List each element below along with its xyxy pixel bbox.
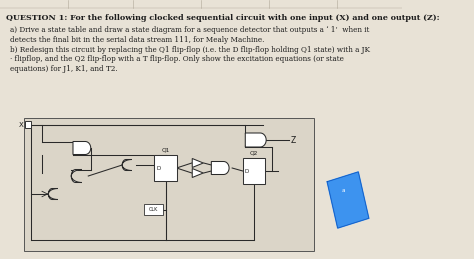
Text: Q1: Q1 [161,147,170,152]
Text: b) Redesign this circuit by replacing the Q1 flip-flop (i.e. the D flip-flop hol: b) Redesign this circuit by replacing th… [10,46,370,54]
Text: QUESTION 1: For the following clocked sequential circuit with one input (X) and : QUESTION 1: For the following clocked se… [6,14,439,22]
Text: D: D [245,169,249,174]
Text: a: a [342,188,346,192]
Polygon shape [71,169,82,183]
Polygon shape [122,160,132,170]
Text: · flipflop, and the Q2 flip-flop with a T flip-flop. Only show the excitation eq: · flipflop, and the Q2 flip-flop with a … [10,55,344,63]
Bar [144,204,163,215]
Polygon shape [327,172,369,228]
Bar [25,121,30,128]
Text: a) Drive a state table and draw a state diagram for a sequence detector that out: a) Drive a state table and draw a state … [10,26,370,34]
Text: D: D [156,166,161,170]
Polygon shape [211,162,229,175]
Text: CLK: CLK [149,207,158,212]
Polygon shape [192,159,203,168]
Polygon shape [48,189,58,199]
Text: detects the final bit in the serial data stream 111, for Mealy Machine.: detects the final bit in the serial data… [10,36,264,44]
Polygon shape [245,133,266,147]
Text: X: X [19,122,24,128]
Bar [243,158,265,184]
Text: Z: Z [290,135,295,145]
Bar [155,155,176,181]
Bar [24,118,314,251]
Polygon shape [192,169,203,177]
Text: equations) for J1, K1, and T2.: equations) for J1, K1, and T2. [10,65,118,73]
Text: Q2: Q2 [250,150,258,155]
Polygon shape [73,141,91,155]
